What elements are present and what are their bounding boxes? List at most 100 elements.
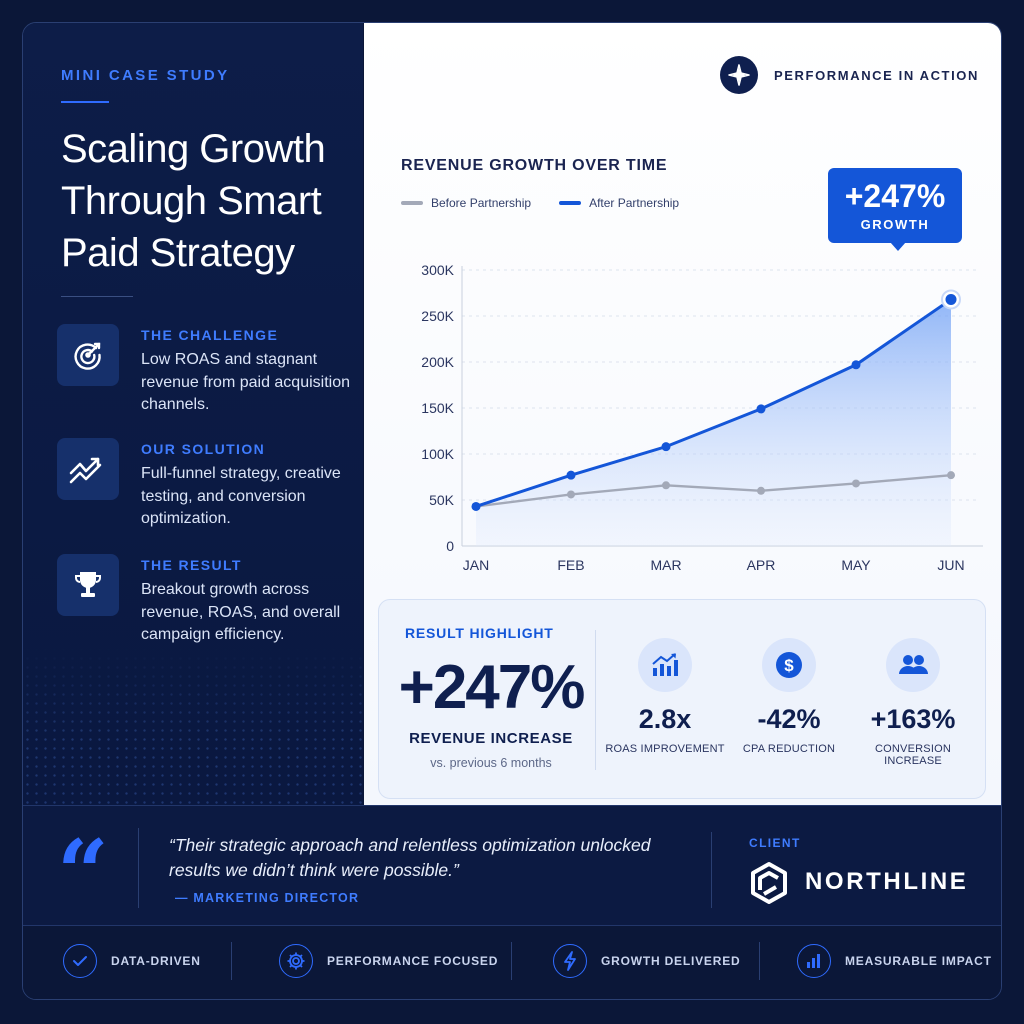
- pillar-label-data-driven: DATA-DRIVEN: [111, 954, 201, 968]
- svg-text:$: $: [784, 656, 794, 675]
- users-icon: [886, 638, 940, 692]
- before-series-point: [947, 471, 955, 480]
- result-divider: [595, 630, 596, 770]
- dot-pattern: [23, 645, 363, 805]
- check-circle-icon: [63, 944, 97, 978]
- client-name: NORTHLINE: [805, 868, 969, 895]
- pillar-performance: PERFORMANCE FOCUSED: [279, 944, 498, 978]
- compass-star-icon: [720, 56, 758, 94]
- y-tick-label: 150K: [421, 400, 454, 416]
- quote-text: “Their strategic approach and relentless…: [169, 835, 651, 880]
- chart-legend: Before Partnership After Partnership: [401, 196, 679, 210]
- metric-cpa-value: -42%: [757, 704, 821, 734]
- solution-heading: OUR SOLUTION: [141, 441, 266, 457]
- solution-body: Full-funnel strategy, creative testing, …: [141, 465, 341, 527]
- bar-chart-icon: [638, 638, 692, 692]
- testimonial-section: “ “Their strategic approach and relentle…: [23, 805, 1001, 926]
- chart-title: REVENUE GROWTH OVER TIME: [401, 157, 668, 174]
- pillar-divider: [759, 942, 760, 980]
- before-series-point: [662, 481, 670, 490]
- growth-value: +247%: [844, 178, 946, 214]
- after-series-point: [471, 501, 481, 511]
- pillar-measurable: MEASURABLE IMPACT: [797, 944, 992, 978]
- metric-roas: 2.8x ROAS IMPROVEMENT: [603, 638, 727, 755]
- y-tick-label: 50K: [429, 492, 455, 508]
- x-tick-label: JUN: [937, 557, 964, 573]
- legend-swatch-before: [401, 201, 423, 205]
- metric-conversion-value: +163%: [870, 704, 956, 734]
- y-tick-label: 200K: [421, 354, 454, 370]
- lightning-icon: [553, 944, 587, 978]
- before-series-line: [475, 473, 952, 508]
- quote-author: — MARKETING DIRECTOR: [175, 891, 360, 905]
- x-tick-label: APR: [747, 557, 776, 573]
- northline-logo-icon: [751, 862, 787, 904]
- result-highlight-label: RESULT HIGHLIGHT: [405, 625, 554, 641]
- after-series-point: [945, 293, 957, 305]
- legend-item-after: After Partnership: [559, 196, 679, 210]
- legend-label-before: Before Partnership: [431, 196, 532, 210]
- dollar-icon: $: [762, 638, 816, 692]
- after-series-point: [566, 470, 576, 480]
- after-series-point: [661, 442, 671, 452]
- growth-callout: +247% GROWTH: [828, 168, 962, 251]
- page-title: Scaling Growth Through Smart Paid Strate…: [61, 127, 326, 275]
- trend-up-icon: [57, 438, 119, 500]
- left-panel: MINI CASE STUDY Scaling Growth Through S…: [23, 23, 363, 805]
- legend-label-after: After Partnership: [589, 196, 680, 210]
- metric-roas-label: ROAS IMPROVEMENT: [605, 743, 725, 755]
- y-tick-label: 300K: [421, 262, 454, 278]
- before-series-point: [567, 490, 575, 499]
- metric-conversion-label: CONVERSION INCREASE: [875, 743, 951, 767]
- eyebrow-divider: [61, 101, 109, 103]
- revenue-chart: 0 50K 100K 150K 200K 250K 300K JAN FEB MAR APR MAY J…: [421, 262, 983, 573]
- result-highlight-box: RESULT HIGHLIGHT +247% REVENUE INCREASE …: [378, 599, 986, 799]
- before-series-point: [757, 486, 765, 495]
- legend-item-before: Before Partnership: [401, 196, 531, 210]
- result-heading: THE RESULT: [141, 557, 242, 573]
- metric-conversion: +163% CONVERSION INCREASE: [851, 638, 975, 767]
- quote-divider: [138, 828, 139, 908]
- pillar-label-growth: GROWTH DELIVERED: [601, 954, 741, 968]
- client-label: CLIENT: [749, 836, 801, 850]
- eyebrow-label: MINI CASE STUDY: [61, 67, 230, 84]
- y-tick-label: 0: [446, 538, 454, 554]
- x-tick-label: MAY: [841, 557, 871, 573]
- challenge-heading: THE CHALLENGE: [141, 327, 279, 343]
- result-highlight-sub: REVENUE INCREASE: [409, 730, 573, 747]
- challenge-body: Low ROAS and stagnant revenue from paid …: [141, 351, 351, 413]
- metric-cpa-label: CPA REDUCTION: [742, 743, 836, 755]
- y-tick-label: 100K: [421, 446, 454, 462]
- before-series-point: [852, 479, 860, 488]
- x-tick-label: JAN: [463, 557, 489, 573]
- result-highlight-note: vs. previous 6 months: [430, 756, 552, 770]
- performance-label: PERFORMANCE IN ACTION: [774, 68, 980, 83]
- growth-label: GROWTH: [860, 217, 930, 232]
- after-series-point: [851, 360, 861, 370]
- pillar-data-driven: DATA-DRIVEN: [63, 944, 201, 978]
- right-panel: PERFORMANCE IN ACTION REVENUE GROWTH OVE…: [364, 23, 1001, 805]
- case-study-card: MINI CASE STUDY Scaling Growth Through S…: [22, 22, 1002, 1000]
- metric-roas-value: 2.8x: [638, 704, 692, 734]
- pillar-divider: [511, 942, 512, 980]
- quote-icon: “: [57, 820, 109, 926]
- pillar-label-performance: PERFORMANCE FOCUSED: [327, 954, 499, 968]
- x-tick-label: FEB: [557, 557, 584, 573]
- metric-cpa: $ -42% CPA REDUCTION: [727, 638, 851, 755]
- pillar-growth: GROWTH DELIVERED: [553, 944, 740, 978]
- title-divider: [61, 296, 133, 297]
- pillar-label-measurable: MEASURABLE IMPACT: [845, 954, 992, 968]
- after-series-line: [475, 298, 952, 508]
- after-series-point: [756, 404, 766, 414]
- legend-swatch-after: [559, 201, 582, 205]
- pillar-divider: [231, 942, 232, 980]
- target-icon: [57, 324, 119, 386]
- result-body: Breakout growth across revenue, ROAS, an…: [141, 581, 341, 643]
- result-highlight-value: +247%: [398, 653, 586, 722]
- after-series-area: [476, 299, 951, 546]
- bar-chart-icon: [797, 944, 831, 978]
- client-divider: [711, 832, 712, 908]
- trophy-icon: [57, 554, 119, 616]
- y-tick-label: 250K: [421, 308, 454, 324]
- x-tick-label: MAR: [650, 557, 681, 573]
